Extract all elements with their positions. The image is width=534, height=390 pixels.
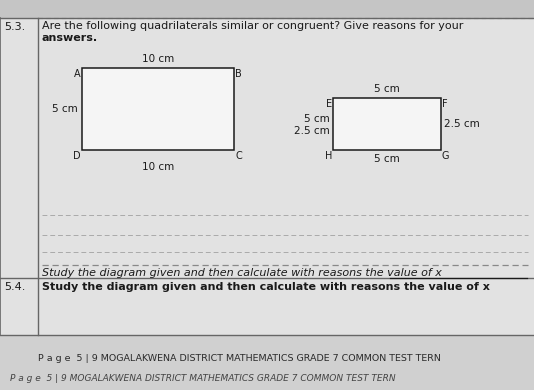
Text: 5.3.: 5.3. (4, 22, 25, 32)
Text: 5 cm: 5 cm (374, 154, 400, 164)
Bar (333, 98, 441, 150)
Text: Are the following quadrilaterals similar or congruent? Give reasons for your: Are the following quadrilaterals similar… (42, 21, 464, 31)
Bar (0, 18, 534, 278)
Text: A: A (74, 69, 81, 79)
Text: B: B (235, 69, 242, 79)
Bar (82, 68, 234, 150)
Text: Study the diagram given and then calculate with reasons the value of x: Study the diagram given and then calcula… (42, 268, 442, 278)
Text: 5 cm: 5 cm (52, 104, 78, 114)
Text: F: F (442, 99, 447, 109)
Text: 5 cm: 5 cm (304, 114, 330, 124)
Text: answers.: answers. (42, 33, 98, 43)
Text: 5 cm: 5 cm (374, 84, 400, 94)
Text: 10 cm: 10 cm (142, 162, 174, 172)
Bar (0, 335, 534, 390)
Text: 5.4.: 5.4. (4, 282, 26, 292)
Text: E: E (326, 99, 332, 109)
Text: P a g e  5 | 9 MOGALAKWENA DISTRICT MATHEMATICS GRADE 7 COMMON TEST TERN: P a g e 5 | 9 MOGALAKWENA DISTRICT MATHE… (38, 354, 441, 363)
Text: P a g e  5 | 9 MOGALAKWENA DISTRICT MATHEMATICS GRADE 7 COMMON TEST TERN: P a g e 5 | 9 MOGALAKWENA DISTRICT MATHE… (10, 374, 396, 383)
Text: D: D (73, 151, 81, 161)
Text: G: G (442, 151, 450, 161)
Text: 2.5 cm: 2.5 cm (444, 119, 480, 129)
Text: Study the diagram given and then calculate with reasons the value of x: Study the diagram given and then calcula… (42, 282, 490, 292)
Bar (0, 0, 534, 18)
Text: H: H (325, 151, 332, 161)
Text: C: C (235, 151, 242, 161)
Bar (0, 278, 534, 335)
Text: 2.5 cm: 2.5 cm (294, 126, 330, 136)
Text: 10 cm: 10 cm (142, 54, 174, 64)
